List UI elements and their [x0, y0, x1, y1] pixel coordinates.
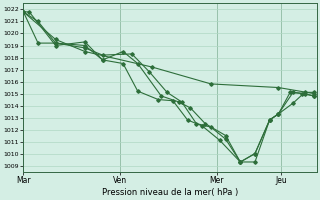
X-axis label: Pression niveau de la mer( hPa ): Pression niveau de la mer( hPa ): [102, 188, 238, 197]
